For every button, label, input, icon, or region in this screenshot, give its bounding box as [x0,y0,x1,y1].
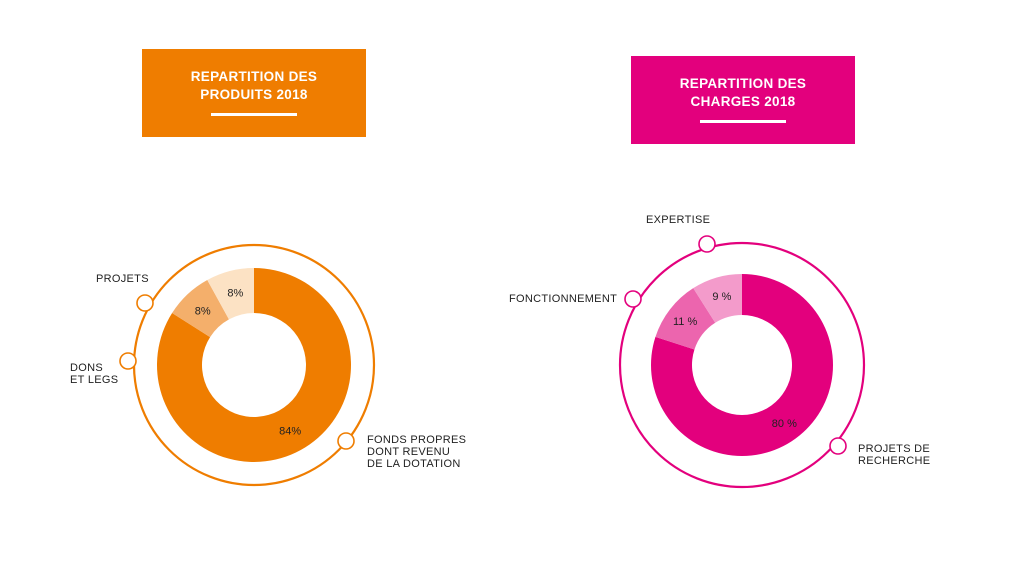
charges-slice-1 [655,288,716,350]
charges-slice-value-0: 80 % [772,418,797,430]
produits-slice-1 [172,279,229,338]
label-projets-line-1: PROJETS [96,273,149,285]
label-fonds-line-2: DONT REVENU [367,446,451,458]
label-projets-de-recherche: PROJETS DE RECHERCHE [858,443,930,467]
produits-slice-2 [207,268,254,320]
charges-slice-value-2: 9 % [712,291,731,303]
charges-marker-dot-0 [698,235,716,253]
label-fonds-line-3: DE LA DOTATION [367,458,461,470]
charges-slice-2 [693,274,742,323]
charges-marker-dot-2 [829,437,847,455]
produits-title-underline [211,113,297,116]
label-expertise-line-1: EXPERTISE [646,214,711,226]
label-dons-line-1: DONS [70,362,103,374]
label-recherche-line-1: PROJETS DE [858,443,931,455]
label-fonctionnement: FONCTIONNEMENT [509,293,617,305]
charges-title-line-1: REPARTITION DES [679,76,807,91]
produits-marker-dot-2 [337,432,355,450]
produits-marker-dot-0 [136,294,154,312]
produits-slice-value-2: 8% [227,287,243,299]
charges-outer-ring [618,241,866,489]
produits-slice-value-1: 8% [195,305,211,317]
label-dons-et-legs: DONS ET LEGS [70,362,118,386]
produits-title-line-2: PRODUITS 2018 [200,87,308,102]
label-expertise: EXPERTISE [646,214,710,226]
produits-slice-value-0: 84% [279,426,301,438]
produits-title-box: REPARTITION DES PRODUITS 2018 [142,49,366,137]
label-projets: PROJETS [96,273,149,285]
label-dons-line-2: ET LEGS [70,374,119,386]
charges-title-line-2: CHARGES 2018 [690,94,796,109]
produits-marker-dot-1 [119,352,137,370]
label-fonctionnement-line-1: FONCTIONNEMENT [509,293,618,305]
label-recherche-line-2: RECHERCHE [858,455,931,467]
produits-title-line-1: REPARTITION DES [190,69,318,84]
produits-slice-0 [157,268,351,463]
charges-slice-0 [651,274,833,457]
charges-slice-value-1: 11 % [673,316,697,328]
label-fonds-propres: FONDS PROPRES DONT REVENU DE LA DOTATION [367,434,466,470]
charges-marker-dot-1 [624,290,642,308]
label-fonds-line-1: FONDS PROPRES [367,434,467,446]
charges-title-underline [700,120,786,123]
charges-title-box: REPARTITION DES CHARGES 2018 [631,56,855,144]
